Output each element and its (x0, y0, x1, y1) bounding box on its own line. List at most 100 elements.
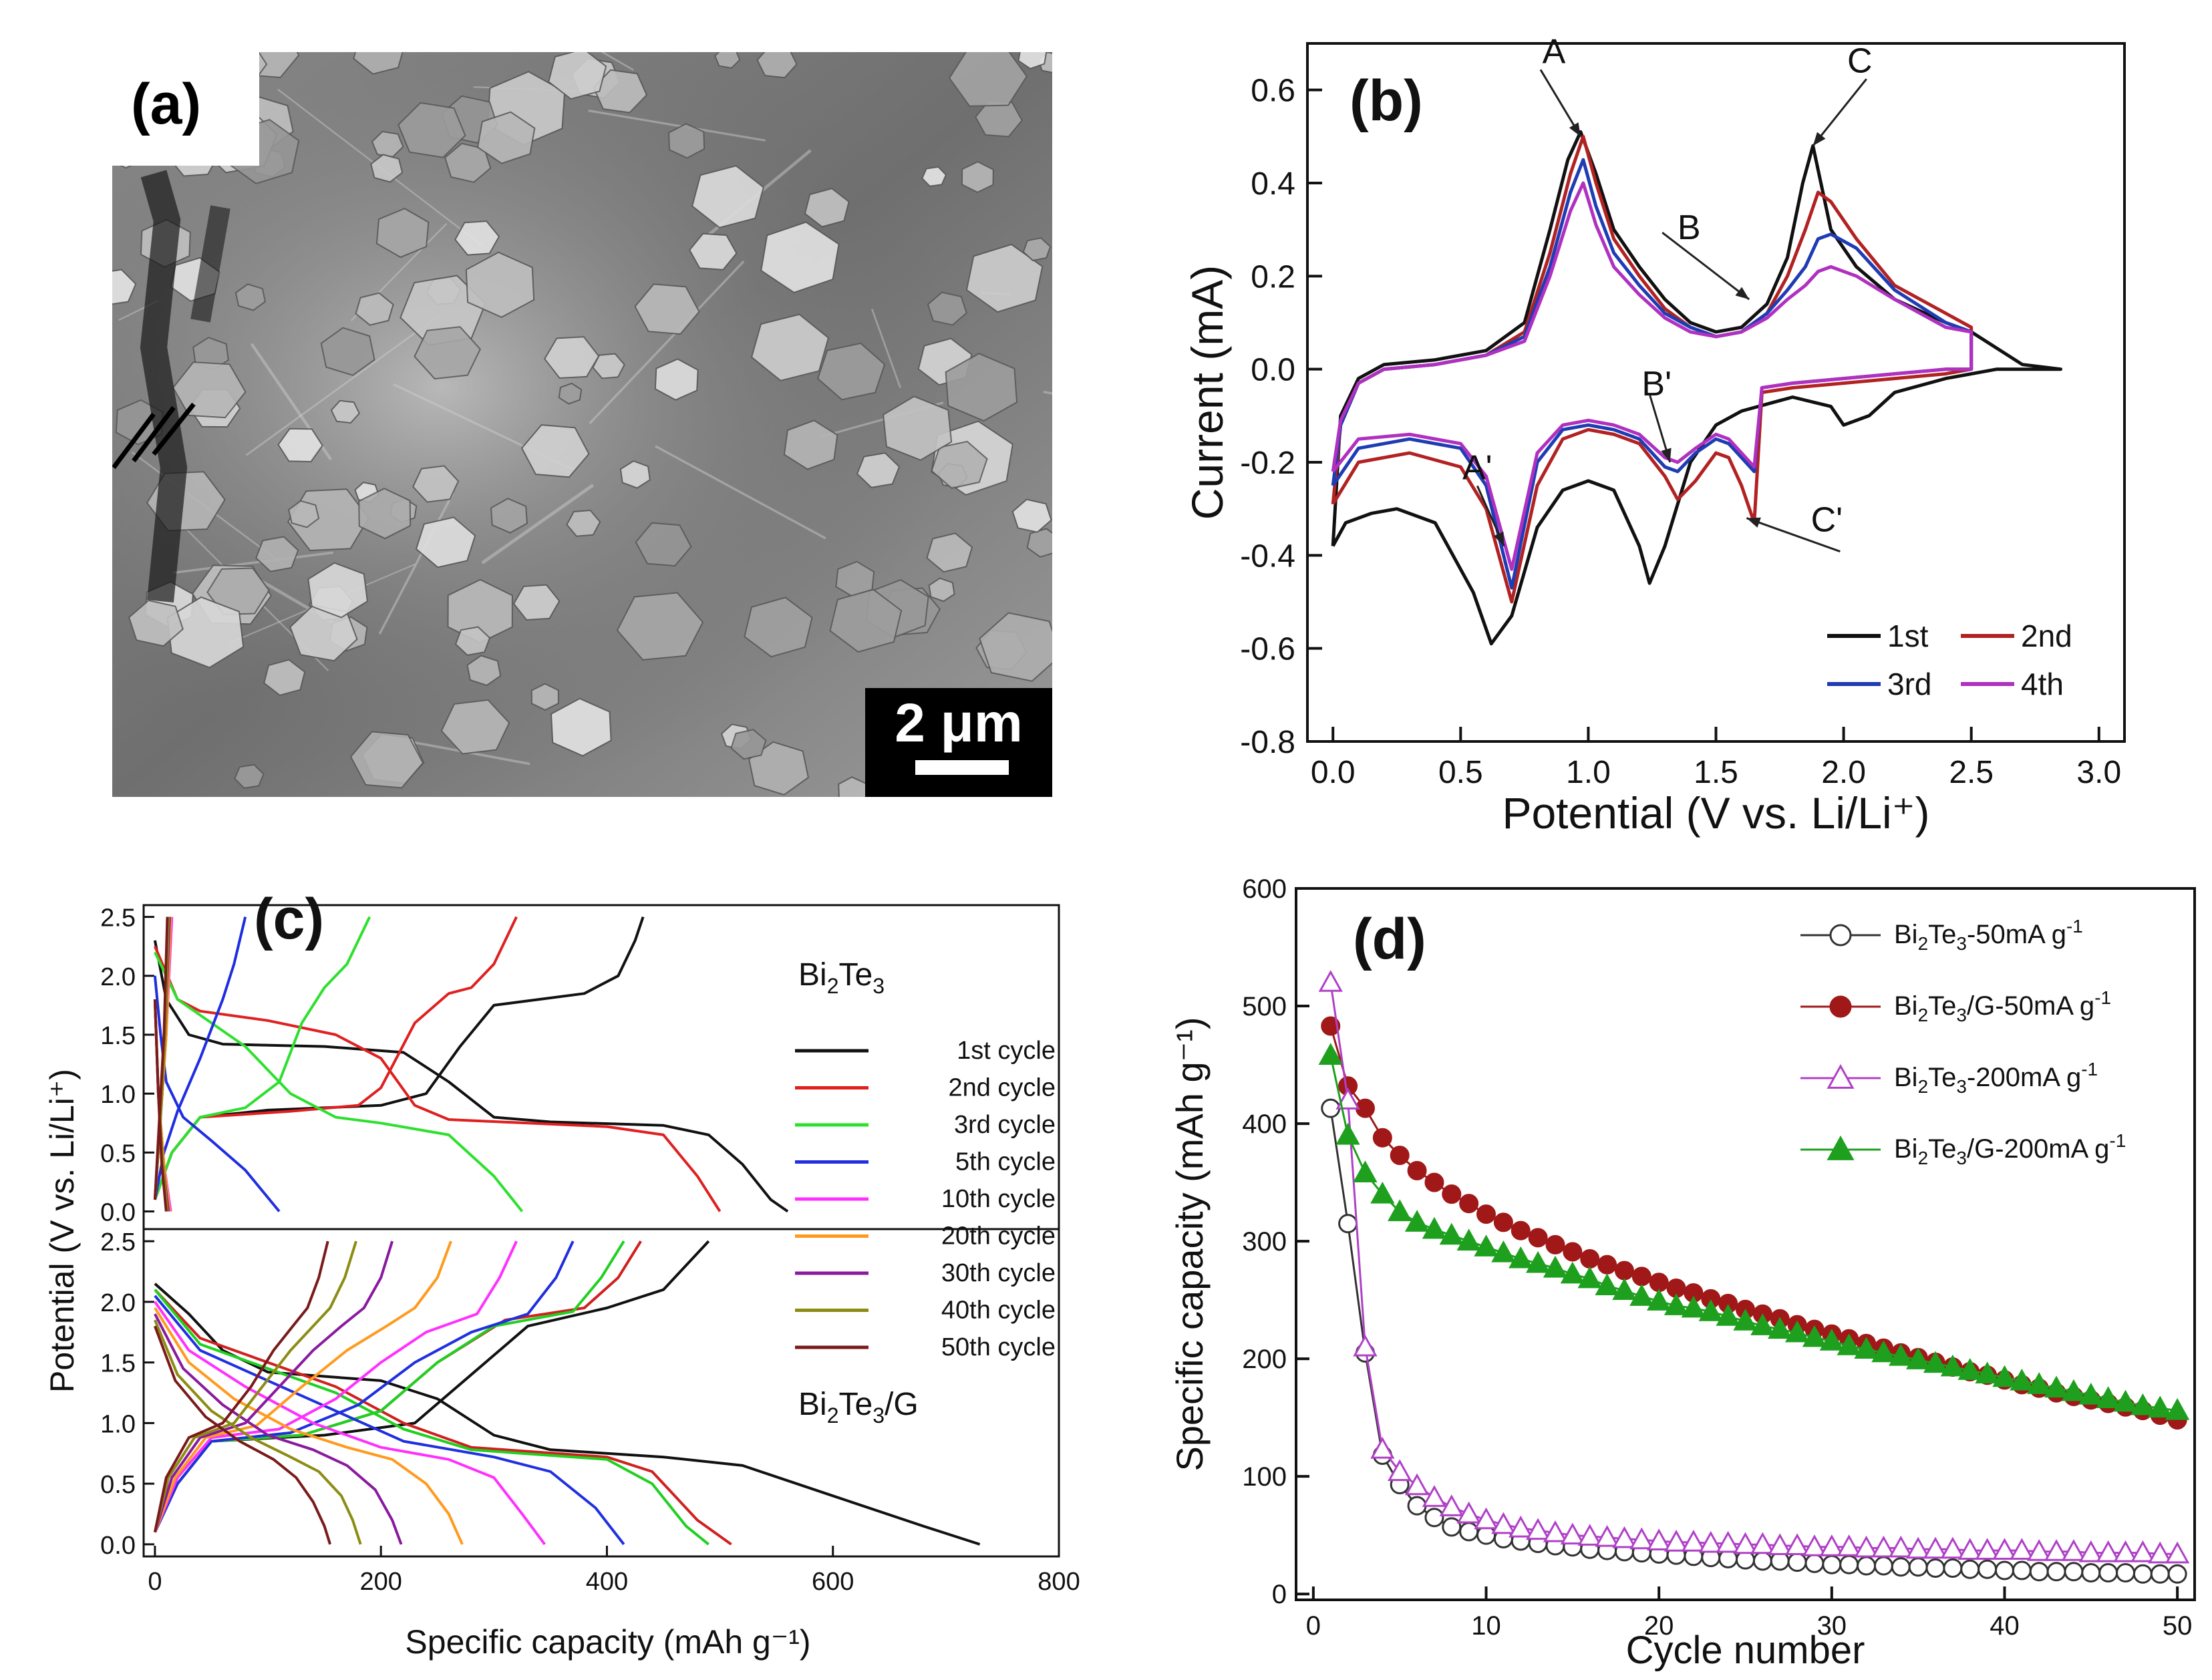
sem-hexagonal-plate (760, 221, 840, 294)
x-tick-label: 600 (812, 1568, 854, 1596)
data-point (1889, 1535, 1913, 1558)
sem-hexagonal-plate (945, 353, 1018, 422)
sem-fiber (481, 484, 595, 564)
y-tick-label: 0.0 (100, 1532, 136, 1560)
data-point (2130, 1540, 2155, 1562)
data-point (1975, 1538, 2000, 1560)
curve-discharge-3rd-cycle (154, 951, 524, 1212)
y-tick-label: -0.2 (1240, 446, 1295, 481)
data-point (1750, 1313, 1775, 1335)
data-point (1459, 1522, 1479, 1542)
data-point (2096, 1386, 2120, 1408)
sem-hexagonal-plate (883, 395, 953, 461)
sem-hexagonal-plate (634, 283, 700, 335)
sem-hexagonal-plate (816, 342, 886, 401)
legend-label-part: Bi (1894, 1134, 1918, 1164)
x-tick-label: 0 (148, 1568, 162, 1596)
data-point (1681, 1530, 1706, 1552)
data-point (1733, 1309, 1758, 1331)
panel-b: 0.0 0.5 1.0 1.5 2.0 2.5 3.0 -0.8 -0.6 -0.4 -0.2 0.0… (1182, 32, 2126, 838)
data-point (1335, 1087, 1360, 1110)
sem-hexagonal-plate (234, 283, 267, 311)
legend-label-part: Te (1928, 991, 1956, 1021)
annotation-arrow (1662, 231, 1750, 301)
annotation-label: B' (1641, 365, 1672, 403)
curve-discharge-40th-cycle (154, 1319, 362, 1545)
data-point (1943, 1558, 1963, 1578)
data-point (2150, 1564, 2170, 1584)
x-tick-label: 1.0 (1566, 755, 1611, 790)
data-point (1629, 1284, 1654, 1306)
y-axis-label: Specific capacity (mAh g⁻¹) (1168, 1017, 1211, 1472)
data-point (1802, 1534, 1827, 1556)
subplot-frame (142, 904, 1060, 1230)
curve-discharge-10th-cycle (154, 1301, 546, 1546)
data-point (2029, 1562, 2049, 1582)
data-point (1511, 1220, 1531, 1240)
data-point (1906, 1347, 1931, 1369)
data-point (2165, 1541, 2190, 1564)
sem-hexagonal-plate (979, 612, 1052, 682)
data-point (1577, 1266, 1602, 1289)
legend-label-superscript: -1 (2094, 987, 2111, 1008)
sem-hexagonal-plate (320, 327, 375, 376)
sem-hexagonal-plate (128, 599, 184, 647)
data-point (2116, 1563, 2136, 1583)
y-axis-label: Potential (V vs. Li/Li⁺) (43, 1069, 81, 1393)
y-tick-label: 500 (1242, 992, 1287, 1021)
data-point (1563, 1242, 1583, 1262)
data-point (1631, 1267, 1651, 1287)
y-tick-label: 200 (1242, 1345, 1287, 1374)
annotation-arrowhead (1661, 448, 1672, 462)
y-tick-label: 0.6 (1251, 73, 1295, 109)
data-point (1992, 1538, 2017, 1560)
subplot-frame (142, 1228, 1060, 1558)
data-point (1545, 1234, 1565, 1254)
sem-hexagonal-plate (829, 589, 903, 653)
data-point (1940, 1536, 1965, 1559)
sem-arrow (112, 412, 156, 470)
material-label-part: /G (885, 1387, 919, 1422)
data-point (1733, 1532, 1758, 1554)
curve-discharge-30th-cycle (154, 1313, 403, 1545)
data-point (1992, 1365, 2017, 1387)
sem-hexagonal-plate (512, 584, 561, 621)
legend-label: Bi2Te3-50mA g-1 (1894, 916, 2083, 954)
data-point (1543, 1520, 1568, 1542)
sem-hexagonal-plate (355, 292, 394, 326)
legend-label: 20th cycle (941, 1222, 1056, 1250)
y-tick-label: 1.0 (100, 1410, 136, 1438)
panel-d-label: (d) (1353, 907, 1426, 971)
data-point (1543, 1255, 1568, 1278)
legend-label: 10th cycle (941, 1185, 1056, 1213)
data-point (1908, 1557, 1928, 1577)
annotation-label: C' (1811, 501, 1843, 540)
x-tick-label: 0.0 (1311, 755, 1356, 790)
x-tick-label: 800 (1038, 1568, 1080, 1596)
data-point (1957, 1538, 1982, 1560)
sem-hexagonal-plate (1011, 498, 1052, 533)
sem-hexagonal-plate (592, 353, 625, 379)
scale-bar-text: 2 μm (895, 693, 1022, 753)
panel-a: (a) 2 μm (112, 52, 1052, 797)
data-point (1372, 1128, 1392, 1148)
sem-hexagonal-plate (756, 52, 798, 79)
sem-hexagonal-plate (1017, 52, 1048, 69)
legend-label-subscript: 3 (1956, 1148, 1967, 1168)
sem-hexagonal-plate (748, 741, 810, 796)
y-tick-label: 2.0 (100, 1289, 136, 1317)
curve-charge-50th-cycle (153, 916, 169, 1200)
sem-hexagonal-plate (948, 52, 1028, 107)
annotation-arrowhead (1569, 122, 1581, 137)
data-point (1390, 1146, 1410, 1166)
curve-charge-1st-cycle (154, 916, 645, 1200)
data-point (2113, 1540, 2138, 1562)
legend-label: Bi2Te3-200mA g-1 (1894, 1059, 2098, 1097)
sem-fiber (871, 309, 901, 389)
scale-bar (915, 760, 1009, 775)
legend-label: 1st cycle (957, 1037, 1056, 1065)
annotation-arrowhead (1812, 132, 1826, 146)
data-point (1698, 1299, 1723, 1321)
annotation-label: B (1678, 208, 1701, 247)
